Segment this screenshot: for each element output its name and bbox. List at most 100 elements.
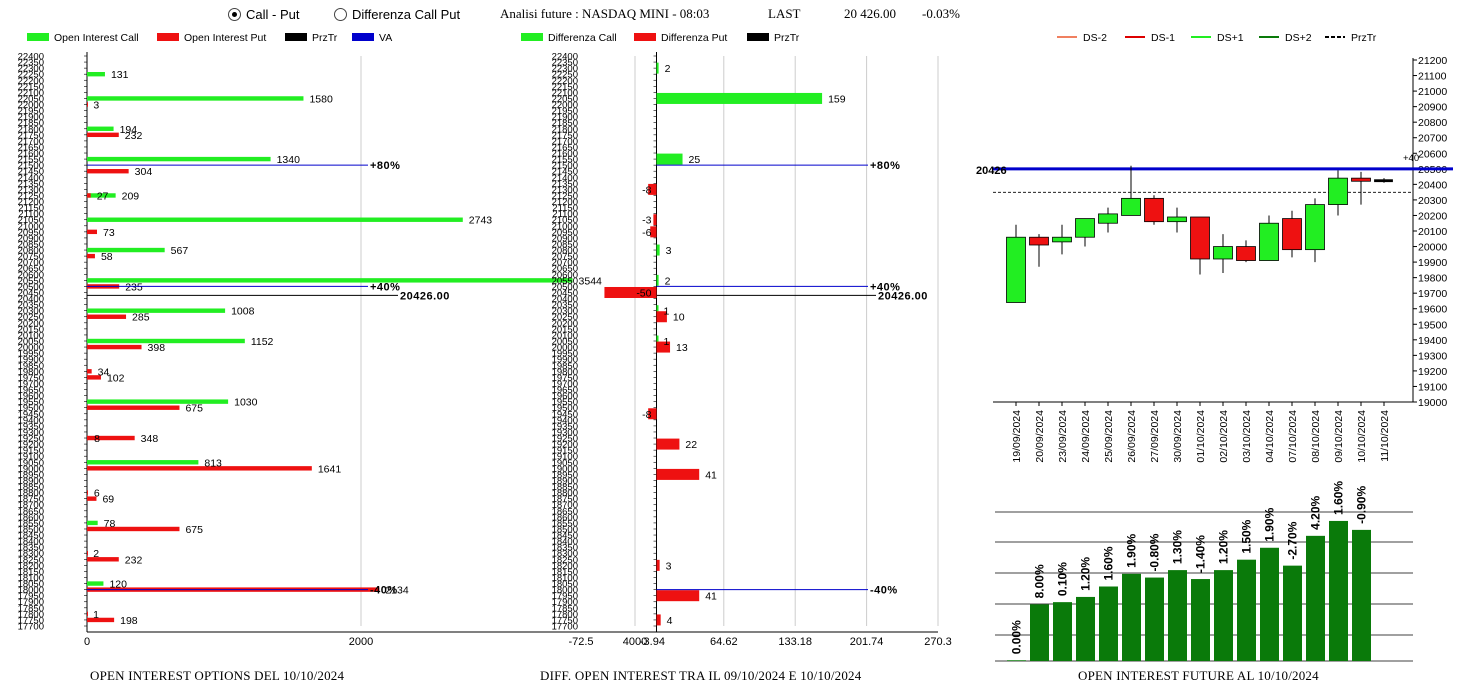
legend-swatch — [521, 33, 543, 41]
call-value-label: 1580 — [309, 93, 333, 105]
strike-tick-label: 20000 — [18, 343, 44, 354]
legend-label: VA — [379, 32, 392, 44]
strike-tick-label: 21050 — [552, 215, 578, 226]
strike-tick-label: 22050 — [18, 94, 44, 105]
strike-tick-label: 20350 — [18, 300, 44, 311]
x-tick-label: 133.18 — [778, 636, 812, 648]
strike-tick-label: 20750 — [18, 252, 44, 263]
strike-tick-label: 21350 — [552, 179, 578, 190]
strike-tick-label: 18850 — [18, 482, 44, 493]
strike-tick-label: 19100 — [552, 452, 578, 463]
date-tick-label: 03/10/2024 — [1241, 410, 1253, 463]
strike-tick-label: 20900 — [18, 233, 44, 244]
strike-tick-label: 17900 — [552, 597, 578, 608]
radio-call-put-indicator[interactable] — [228, 8, 241, 21]
call-bar — [87, 399, 229, 404]
strike-tick-label: 19000 — [18, 464, 44, 475]
call-value-label: 813 — [204, 457, 222, 469]
call-bar — [87, 247, 165, 253]
put-value-label: 232 — [125, 130, 143, 142]
put-bar — [87, 132, 119, 138]
put-bar — [87, 551, 88, 556]
date-tick-label: 11/10/2024 — [1379, 410, 1391, 462]
strike-tick-label: 21950 — [18, 106, 44, 117]
strike-tick-label: 20450 — [552, 288, 578, 299]
call-bar — [87, 96, 304, 101]
call-value-label: 194 — [120, 124, 138, 136]
future-oi-label: 1.90% — [1125, 533, 1139, 567]
strike-tick-label: 21900 — [552, 112, 578, 123]
strike-tick-label: 21150 — [18, 203, 44, 214]
strike-tick-label: 19550 — [18, 397, 44, 408]
call-value-label: 131 — [111, 69, 129, 81]
strike-tick-label: 17750 — [552, 615, 578, 626]
strike-tick-label: 18300 — [18, 549, 44, 560]
strike-tick-label: 20350 — [552, 300, 578, 311]
strike-tick-label: 19250 — [18, 434, 44, 445]
date-tick-label: 10/10/2024 — [1356, 410, 1368, 463]
strike-tick-label: 21100 — [18, 209, 44, 220]
put-value-label: 348 — [141, 433, 159, 445]
diff-put-value-label: -8 — [642, 409, 651, 421]
diff-put-value-label: 41 — [705, 591, 717, 603]
radio-differenza-label: Differenza Call Put — [352, 7, 461, 22]
strike-tick-label: 22150 — [552, 82, 578, 93]
x-tick-label: 2000 — [349, 636, 373, 648]
put-bar — [87, 229, 98, 235]
date-tick-label: 30/09/2024 — [1172, 410, 1184, 463]
strike-tick-label: 21200 — [18, 197, 44, 208]
strike-tick-label: 21850 — [18, 118, 44, 129]
diff-put-bar — [648, 183, 657, 195]
diff-put-value-label: 13 — [676, 342, 688, 354]
diff-call-value-label: 2 — [665, 275, 671, 287]
strike-tick-label: 18800 — [18, 488, 44, 499]
x-tick-label: 64.62 — [710, 636, 738, 648]
diff-call-bar — [656, 92, 823, 104]
date-tick-label: 23/09/2024 — [1057, 410, 1069, 463]
strike-tick-label: 21600 — [18, 149, 44, 160]
strike-tick-label: 18200 — [18, 561, 44, 572]
call-bar — [87, 193, 116, 198]
reference-line-label: +80% — [370, 160, 400, 172]
header-last-value: 20 426.00 — [844, 6, 896, 21]
diff-put-value-label: 3 — [666, 560, 672, 572]
strike-tick-label: 17750 — [18, 615, 44, 626]
future-oi-bar — [1260, 547, 1279, 661]
future-oi-bar — [1030, 604, 1049, 661]
strike-tick-label: 20750 — [552, 252, 578, 263]
strike-tick-label: 21900 — [18, 112, 44, 123]
strike-tick-label: 22400 — [552, 52, 578, 63]
strike-tick-label: 21250 — [552, 191, 578, 202]
candle-body — [1029, 236, 1049, 246]
strike-tick-label: 20850 — [18, 239, 44, 250]
strike-tick-label: 20150 — [18, 324, 44, 335]
legend-label: Open Interest Call — [54, 32, 139, 44]
candle-body — [1121, 197, 1141, 216]
future-oi-bar — [1352, 529, 1371, 661]
radio-call-put[interactable]: Call - Put — [228, 7, 299, 22]
price-tick-label: 20200 — [1418, 210, 1447, 222]
strike-tick-label: 20800 — [18, 246, 44, 257]
candle-body — [1052, 236, 1072, 243]
strike-tick-label: 20300 — [18, 306, 44, 317]
radio-differenza-indicator[interactable] — [334, 8, 347, 21]
call-value-label: 1030 — [234, 397, 258, 409]
strike-tick-label: 20400 — [552, 294, 578, 305]
diff-put-value-label: -8 — [642, 184, 651, 196]
strike-tick-label: 22250 — [552, 70, 578, 81]
date-tick-label: 19/09/2024 — [1011, 410, 1023, 463]
candle-body — [1006, 236, 1026, 303]
strike-tick-label: 21650 — [552, 142, 578, 153]
reference-line-label: 20426.00 — [400, 290, 450, 302]
strike-tick-label: 17900 — [18, 597, 44, 608]
put-bar — [87, 344, 142, 350]
radio-differenza[interactable]: Differenza Call Put — [334, 7, 460, 22]
strike-tick-label: 19500 — [552, 403, 578, 414]
strike-tick-label: 22300 — [18, 64, 44, 75]
strike-tick-label: 19850 — [18, 361, 44, 372]
strike-tick-label: 19200 — [18, 440, 44, 451]
strike-tick-label: 19050 — [18, 458, 44, 469]
put-bar — [87, 617, 115, 623]
footer-options: OPEN INTEREST OPTIONS DEL 10/10/2024 — [90, 668, 345, 683]
future-oi-bar — [1306, 535, 1325, 661]
